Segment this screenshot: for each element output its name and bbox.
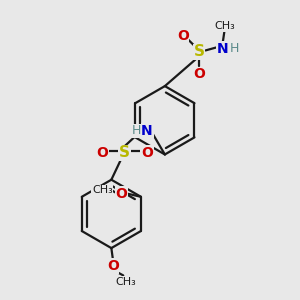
Text: O: O (193, 67, 205, 81)
Text: N: N (141, 124, 153, 138)
Text: CH₃: CH₃ (116, 277, 136, 287)
Text: H: H (132, 124, 141, 137)
Text: N: N (217, 42, 229, 56)
Text: S: S (119, 146, 130, 160)
Text: S: S (194, 44, 205, 59)
Text: H: H (230, 43, 239, 56)
Text: O: O (177, 28, 189, 43)
Text: O: O (97, 146, 108, 160)
Text: O: O (141, 146, 153, 160)
Text: O: O (107, 259, 119, 273)
Text: CH₃: CH₃ (214, 21, 235, 31)
Text: CH₃: CH₃ (92, 185, 113, 195)
Text: O: O (116, 187, 127, 201)
